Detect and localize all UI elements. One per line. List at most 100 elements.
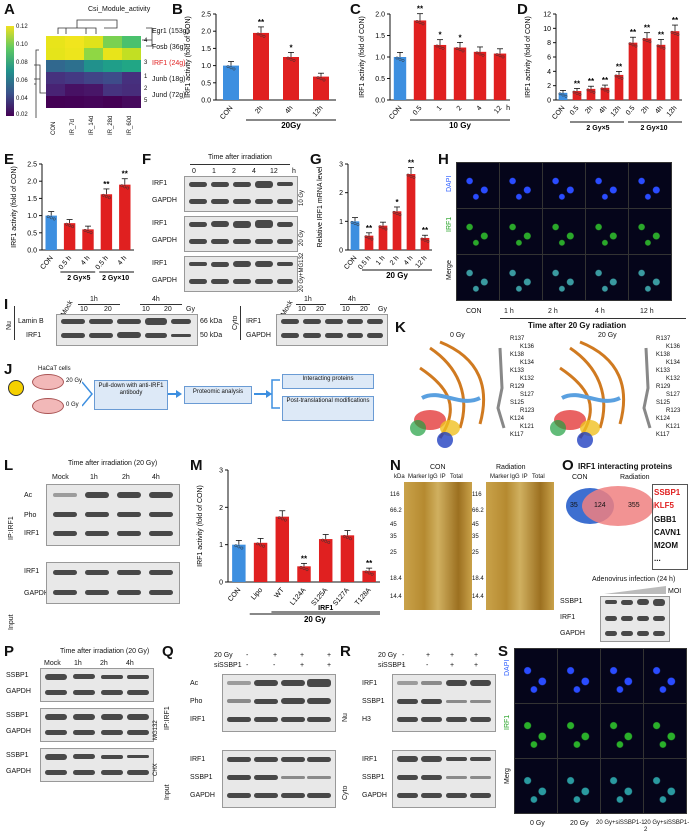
data-point: [277, 516, 281, 520]
p-blot: [40, 708, 154, 742]
data-point: [256, 542, 260, 546]
q-top: siSSBP1: [214, 662, 242, 669]
k-residue: K124: [656, 416, 671, 422]
data-point: [52, 217, 56, 221]
bar: [340, 535, 355, 582]
h-cell: [542, 254, 586, 301]
h-caption: Time after 20 Gy radiation: [528, 321, 627, 330]
y-tick-label: 2: [219, 505, 223, 512]
x-tick-label: 1 h: [375, 255, 387, 267]
significance-mark: *: [458, 33, 462, 42]
heatmap-row-number: 5: [144, 98, 148, 104]
n-lane: Total: [450, 474, 463, 480]
x-tick-label: 4 h: [117, 255, 129, 267]
y-tick-label: 2: [339, 190, 343, 197]
scale-tick: 0.08: [16, 60, 28, 66]
data-point: [101, 193, 105, 197]
x-tick-label: CON: [388, 105, 403, 121]
treatment-sign: -: [246, 652, 249, 659]
data-point: [104, 195, 108, 198]
data-point: [356, 223, 360, 227]
panel-label-l: L: [4, 457, 14, 474]
data-point: [107, 196, 111, 200]
p-title: Time after irradiation (20 Gy): [60, 648, 150, 655]
data-point: [673, 31, 677, 35]
bar: [420, 237, 430, 250]
r-nu: Nu: [342, 713, 349, 722]
bar: [45, 215, 57, 250]
data-point: [575, 91, 579, 95]
n-kda-tick: 14.4: [472, 594, 484, 600]
x-tick-label: 0.5 h: [357, 255, 372, 272]
data-point: [406, 173, 410, 177]
l-row: GAPDH: [24, 590, 49, 597]
data-point: [631, 43, 635, 47]
l-row: IRF1: [24, 530, 40, 537]
group-label: 2 Gy×10: [640, 125, 667, 132]
o-item: GBB1: [654, 515, 677, 524]
heatmap-row-label: Junb (18g): [152, 76, 186, 83]
k-residue: K136: [520, 344, 535, 350]
x-tick-label: 4h: [654, 105, 664, 116]
j-out1: Interacting proteins: [282, 374, 374, 389]
i-rule: [296, 304, 326, 305]
y-tick-label: 1: [339, 219, 343, 226]
k-residue: K117: [656, 432, 670, 438]
bar: [313, 76, 329, 100]
n-kda-tick: 116: [472, 492, 482, 498]
i-bracket: [240, 306, 241, 340]
data-point: [259, 33, 263, 37]
heatmap-colorbar: [6, 26, 14, 116]
bar: [433, 44, 447, 100]
significance-mark: *: [438, 31, 442, 40]
data-point: [676, 33, 680, 37]
bar: [473, 51, 487, 100]
data-point: [370, 572, 374, 576]
j-step2: Proteomic analysis: [184, 386, 252, 404]
o-item: CAVN1: [654, 528, 681, 537]
s-cell: [643, 758, 687, 814]
h-cell: [456, 208, 500, 255]
x-tick-label: 0.5: [625, 105, 637, 117]
y-tick-label: 2.5: [27, 162, 37, 169]
t-moi: MOI: [668, 588, 682, 595]
n-kda-tick: 18.4: [472, 576, 484, 582]
h-cell: [628, 254, 672, 301]
data-point: [120, 184, 124, 188]
i-dose: 20: [316, 306, 324, 313]
bar: [283, 57, 299, 100]
h-cell: [542, 208, 586, 255]
treatment-sign: -: [402, 662, 405, 669]
k-residue: R129: [510, 384, 525, 390]
i-unit: Gy: [378, 306, 387, 313]
chart-c: 0.0 0.5 1.0 1.5 2.0 IRF1 activity (fold of CO…: [359, 5, 510, 130]
dish-icon: [32, 398, 64, 414]
p-blot: [40, 748, 154, 782]
s-cell: [600, 703, 644, 759]
h-cell: [499, 208, 543, 255]
n-lane: IgG: [510, 474, 520, 480]
p-head: 4h: [126, 660, 134, 667]
data-point: [324, 539, 328, 543]
heatmap-row-number: 2: [144, 86, 148, 92]
q-row: IRF1: [190, 716, 206, 723]
s-col-label: 20 Gy: [570, 820, 589, 827]
data-point: [350, 220, 354, 224]
bar: [453, 47, 467, 100]
k-residue: S127: [520, 392, 535, 398]
s-cell: [557, 703, 601, 759]
i-rule: [140, 304, 182, 305]
heatmap-dendrogram: [34, 19, 153, 118]
data-point: [381, 226, 385, 230]
panel-label-c: C: [350, 1, 361, 18]
q-row: Pho: [190, 698, 203, 705]
chart-d: 0 2 4 6 8 10 12 IRF1 activity (fold of CON) CON *…: [525, 12, 682, 132]
i-dose: 20: [164, 306, 172, 313]
i-dose: 10: [342, 306, 350, 313]
k-residue: K134: [666, 360, 681, 366]
data-point: [226, 65, 230, 69]
y-tick-label: 2.0: [375, 12, 385, 19]
x-tick-label: CON: [551, 105, 566, 121]
i-rule: [78, 304, 120, 305]
panel-label-e: E: [4, 151, 15, 168]
